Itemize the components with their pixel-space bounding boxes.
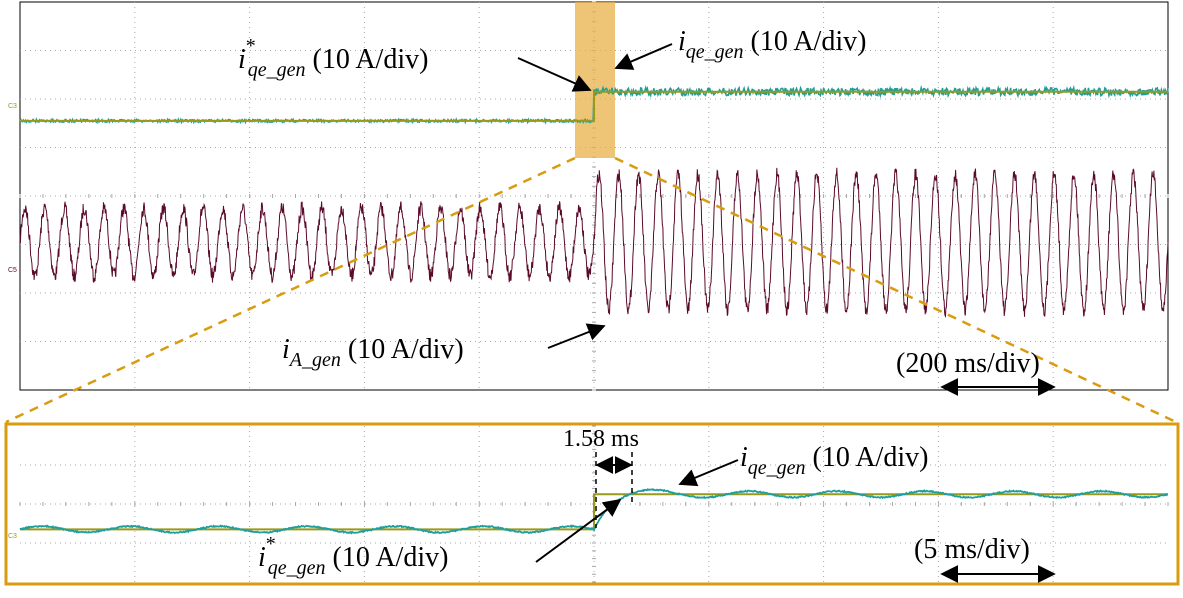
zoom-projection-left [5,156,576,424]
top-panel-traces [19,84,1169,318]
channel-marker-c3-zoom: C3 [8,533,17,540]
channel-marker-c3-top: C3 [8,103,17,110]
iq-label-zoom: iqe_gen (10 A/div) [740,442,928,479]
iq-ref-trace-zoom [20,493,1168,531]
time-scale-top: (200 ms/div) [896,348,1040,379]
channel-marker-c5-top: C5 [8,267,17,274]
zoom-projection-right [614,156,1177,424]
zoom-panel-traces [19,488,1168,535]
time-scale-zoom: (5 ms/div) [914,534,1030,565]
iq-ref-label-top: i* qe_gen (10 A/div) [238,35,428,81]
iq-gen-trace-zoom [19,488,1168,535]
iq-arrow-zoom [678,459,739,487]
iq-ref-arrow-top [517,57,592,92]
iq-ref-trace-top [20,90,1168,122]
delay-label: 1.58 ms [563,426,639,452]
ia-label-top: iA_gen (10 A/div) [282,334,464,371]
ia-gen-trace [19,167,1169,318]
iq-ref-label-zoom: i* qe_gen (10 A/div) [258,533,448,579]
iq-arrow-top [614,43,673,70]
iq-ref-arrow-zoom [535,498,622,563]
ia-arrow-top [547,323,606,349]
iq-label-top: iqe_gen (10 A/div) [678,26,866,63]
zoom-highlight-band [575,2,615,158]
